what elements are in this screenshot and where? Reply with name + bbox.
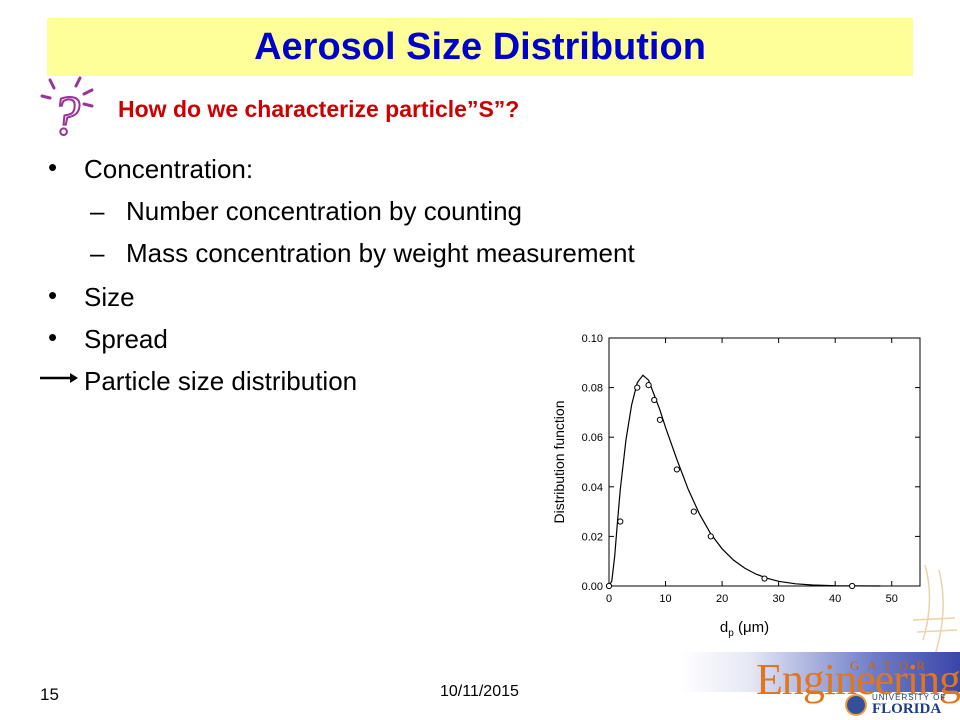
logo-gator-text: GATOR <box>850 658 934 673</box>
x-tick-label: 30 <box>773 593 785 605</box>
logo-banner <box>680 652 960 692</box>
x-tick-label: 50 <box>886 593 898 605</box>
data-point <box>849 582 856 590</box>
data-point <box>761 575 768 582</box>
arrow-right-icon <box>40 373 78 383</box>
dash-marker: – <box>90 196 105 226</box>
question-mark-icon: ? <box>40 76 94 144</box>
x-tick-label: 40 <box>829 593 841 605</box>
logo-university-text: UNIVERSITY OF <box>872 693 947 702</box>
data-point <box>673 466 680 473</box>
footer-date: 10/11/2015 <box>440 683 519 700</box>
data-point <box>617 518 624 525</box>
data-point <box>656 416 663 423</box>
y-tick-label: 0.00 <box>582 581 603 593</box>
data-point <box>605 582 613 590</box>
bullet-size: Size <box>84 282 135 312</box>
series-curve <box>608 374 881 587</box>
bullet-marker: • <box>48 152 58 182</box>
x-tick-label: 0 <box>606 593 612 605</box>
bullet-concentration: Concentration: <box>84 154 254 184</box>
data-point <box>707 533 714 540</box>
university-seal-icon <box>845 694 867 716</box>
data-point <box>645 382 652 389</box>
conclusion-text: Particle size distribution <box>84 366 358 396</box>
dash-marker: – <box>90 238 105 268</box>
plot-frame <box>608 337 921 587</box>
svg-text:?: ? <box>52 85 80 144</box>
page-number: 15 <box>40 685 59 704</box>
y-tick-label: 0.02 <box>582 531 603 543</box>
data-point <box>634 384 641 391</box>
data-point <box>690 508 697 515</box>
slide-title: Aerosol Size Distribution <box>254 26 706 68</box>
logo-florida-text: FLORIDA <box>872 701 942 717</box>
bullet-marker: • <box>48 322 58 352</box>
bullet-spread: Spread <box>84 324 168 354</box>
y-axis-label: Distribution function <box>551 401 567 524</box>
y-tick-label: 0.08 <box>582 383 603 395</box>
x-tick-label: 10 <box>659 593 671 605</box>
sub-bullet-mass-concentration: Mass concentration by weight measurement <box>126 238 635 268</box>
x-axis-label: dp (μm) <box>720 619 769 639</box>
title-banner: Aerosol Size Distribution <box>47 18 913 76</box>
y-tick-label: 0.06 <box>582 432 603 444</box>
x-tick-label: 20 <box>716 593 728 605</box>
sub-bullet-number-concentration: Number concentration by counting <box>126 196 523 226</box>
data-point <box>651 396 658 404</box>
y-tick-label: 0.04 <box>582 482 603 494</box>
question-text: How do we characterize particle”S”? <box>118 96 520 122</box>
decorative-lines <box>912 564 958 656</box>
bullet-marker: • <box>48 280 58 310</box>
y-tick-label: 0.10 <box>582 333 603 345</box>
distribution-chart: 0.00 0.02 0.04 0.06 0.08 0.10 0 10 20 30 40 50 Distr… <box>551 333 921 639</box>
